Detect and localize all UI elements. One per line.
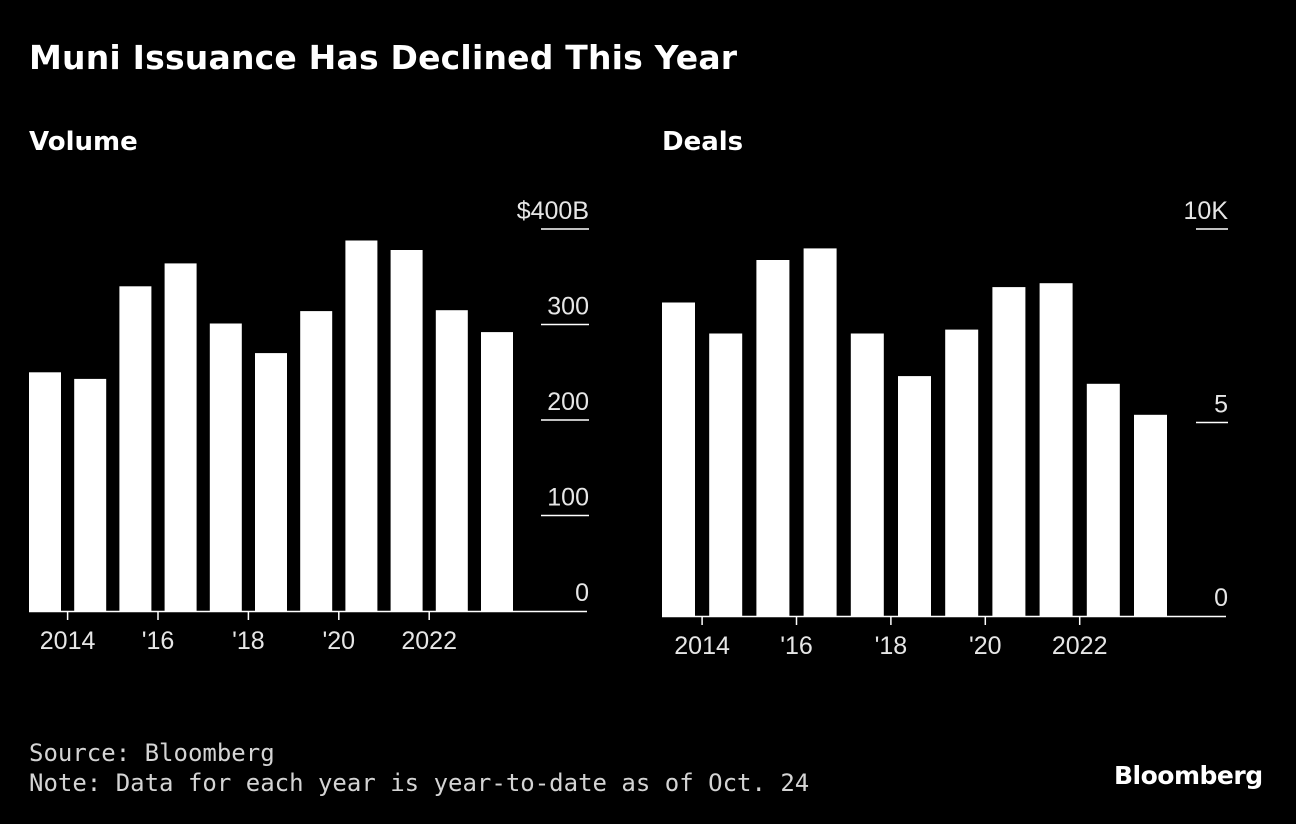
deals-bar-2019 bbox=[945, 329, 979, 616]
volume-bar-2023 bbox=[481, 332, 513, 611]
volume-bar-2021 bbox=[390, 250, 423, 611]
volume-bar-2013 bbox=[29, 372, 61, 612]
volume-y-tick-label: 0 bbox=[575, 579, 589, 607]
deals-bar-2023 bbox=[1134, 414, 1167, 616]
volume-x-tick-label: '16 bbox=[142, 627, 175, 655]
volume-bar-2017 bbox=[209, 323, 242, 611]
deals-chart: 0 5 10K 2014 '16 '18 '20 2022 bbox=[662, 197, 1229, 660]
volume-bar-2018 bbox=[255, 353, 287, 611]
deals-bar-2017 bbox=[850, 333, 884, 616]
deals-bar-2014 bbox=[709, 333, 743, 616]
deals-bar-2015 bbox=[756, 260, 790, 616]
volume-x-tick-label: 2022 bbox=[401, 627, 457, 655]
source-note: Source: Bloomberg bbox=[29, 739, 275, 767]
volume-y-tick-label: 100 bbox=[547, 484, 589, 512]
volume-y-tick-label: 300 bbox=[547, 293, 589, 321]
deals-x-tick-label: 2022 bbox=[1052, 632, 1108, 660]
volume-bar-2014 bbox=[74, 378, 107, 611]
volume-panel-title: Volume bbox=[29, 127, 138, 157]
chart-title: Muni Issuance Has Declined This Year bbox=[29, 38, 738, 77]
deals-y-tick-label: 5 bbox=[1214, 391, 1228, 419]
volume-chart: 0 100 200 300 $400B 2014 '16 '18 '20 2022 bbox=[29, 197, 589, 655]
deals-x-tick-label: '18 bbox=[875, 632, 908, 660]
deals-y-tick-label: 10K bbox=[1184, 197, 1229, 225]
deals-bar-2016 bbox=[803, 248, 837, 616]
deals-bar-2022 bbox=[1086, 383, 1120, 616]
volume-x-tick-label: '20 bbox=[323, 627, 356, 655]
volume-bar-2016 bbox=[164, 263, 197, 611]
volume-y-tick-label: 200 bbox=[547, 388, 589, 416]
deals-bar-2013 bbox=[662, 302, 695, 616]
volume-bar-2015 bbox=[119, 286, 152, 611]
volume-x-tick-label: 2014 bbox=[40, 627, 96, 655]
bloomberg-logo: Bloomberg bbox=[1114, 761, 1263, 790]
deals-bar-2021 bbox=[1039, 283, 1073, 616]
volume-bar-2019 bbox=[300, 311, 333, 611]
deals-x-tick-label: 2014 bbox=[674, 632, 730, 660]
deals-bar-2018 bbox=[898, 376, 931, 616]
deals-panel-title: Deals bbox=[662, 127, 744, 157]
volume-x-tick-label: '18 bbox=[232, 627, 265, 655]
deals-bar-2020 bbox=[992, 287, 1026, 616]
volume-bar-2022 bbox=[435, 310, 468, 611]
deals-x-tick-label: '16 bbox=[780, 632, 813, 660]
volume-y-tick-label: $400B bbox=[517, 197, 589, 225]
volume-bar-2020 bbox=[345, 240, 378, 611]
deals-y-tick-label: 0 bbox=[1214, 584, 1228, 612]
data-note: Note: Data for each year is year-to-date… bbox=[29, 769, 810, 797]
deals-x-tick-label: '20 bbox=[969, 632, 1002, 660]
